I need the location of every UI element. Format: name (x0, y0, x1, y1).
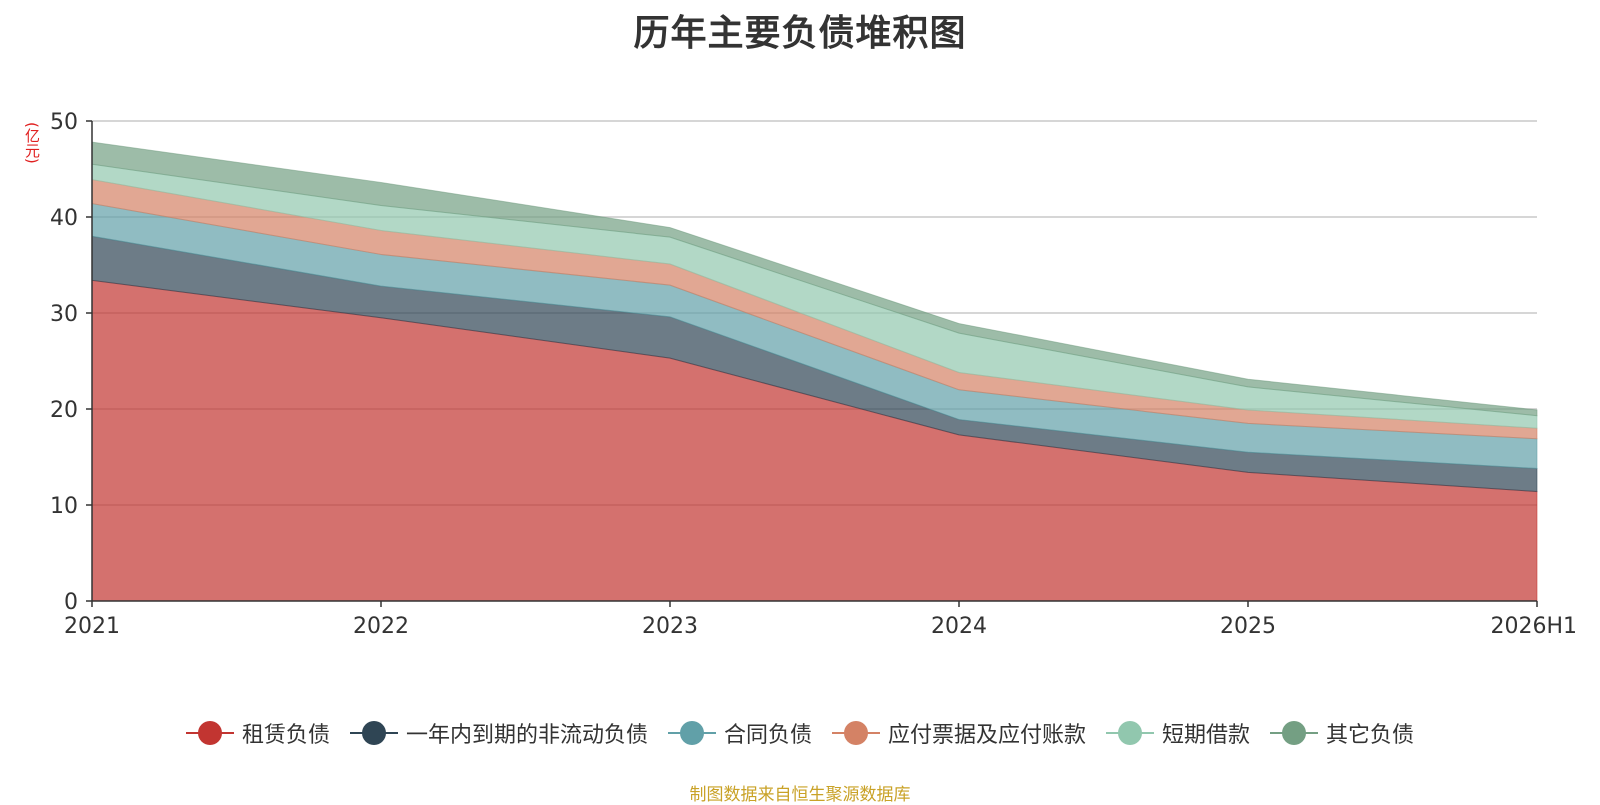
chart-title: 历年主要负债堆积图 (633, 13, 967, 54)
stacked-area-chart: 0 10 20 30 40 50 2021 2022 2023 2024 2025 2026H1 (50, 110, 1577, 639)
legend-marker (832, 720, 880, 746)
y-axis-unit-label: (亿元) (23, 122, 41, 164)
legend-label: 合同负债 (723, 723, 812, 748)
legend-item-6[interactable]: 其它负债 (1270, 717, 1414, 749)
x-tick-label: 2022 (353, 614, 409, 639)
y-tick-label: 50 (50, 110, 78, 135)
x-tick-label: 2023 (642, 614, 698, 639)
x-tick-label: 2021 (64, 614, 120, 639)
legend-item-5[interactable]: 短期借款 (1106, 717, 1250, 749)
legend: 租赁负债 一年内到期的非流动负债 合同负债 应付票据及应付账款 短期借款 其它负债 (0, 718, 1600, 748)
area-series (91, 141, 1538, 602)
legend-label: 一年内到期的非流动负债 (405, 723, 648, 748)
x-tick-label: 2024 (931, 614, 987, 639)
legend-marker (1270, 720, 1319, 746)
legend-label: 短期借款 (1162, 723, 1251, 748)
x-tick-label: 2026H1 (1490, 614, 1577, 639)
legend-marker (667, 720, 716, 746)
legend-label: 租赁负债 (241, 723, 330, 748)
y-tick-label: 30 (50, 302, 78, 327)
y-tick-label: 40 (50, 206, 78, 231)
area-series-6[interactable] (91, 141, 1538, 417)
legend-item-2[interactable]: 一年内到期的非流动负债 (349, 717, 648, 749)
x-tick-label: 2025 (1220, 614, 1276, 639)
legend-marker (185, 720, 234, 746)
y-tick-label: 0 (64, 590, 78, 615)
legend-item-3[interactable]: 合同负债 (667, 717, 812, 749)
legend-marker (1106, 720, 1155, 746)
axes: 0 10 20 30 40 50 2021 2022 2023 2024 2025 2026H1 (50, 110, 1577, 639)
legend-item-1[interactable]: 租赁负债 (185, 717, 330, 749)
data-source-note: 制图数据来自恒生聚源数据库 (689, 785, 911, 805)
legend-label: 应付票据及应付账款 (888, 723, 1087, 748)
legend-item-4[interactable]: 应付票据及应付账款 (832, 717, 1086, 749)
legend-marker (349, 720, 398, 746)
legend-label: 其它负债 (1326, 723, 1415, 748)
y-tick-label: 10 (50, 494, 78, 519)
y-tick-label: 20 (50, 398, 78, 423)
